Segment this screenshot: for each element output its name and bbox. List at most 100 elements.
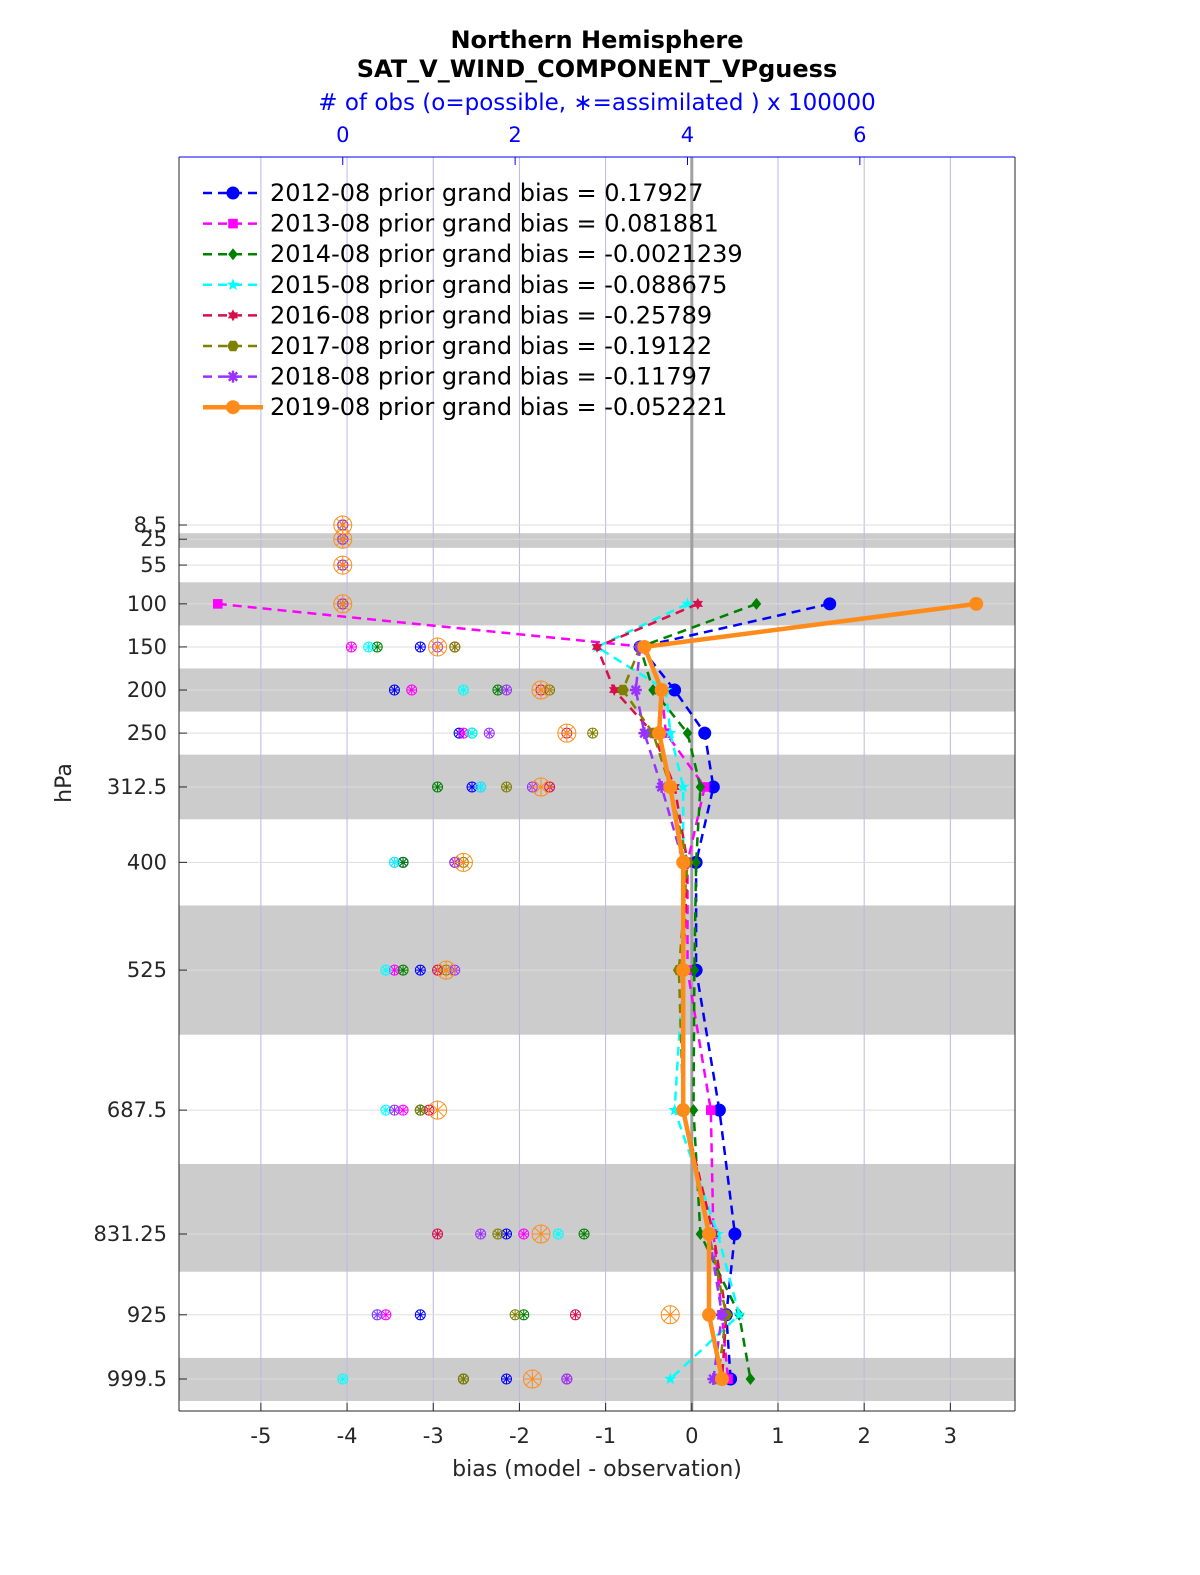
- data-point-2019-08: [676, 855, 691, 870]
- obs-assimilated-marker: [553, 1229, 564, 1240]
- obs-assimilated-marker: [406, 685, 417, 696]
- data-point-2019-08: [702, 1227, 717, 1242]
- obs-assimilated-marker: [437, 961, 456, 980]
- y-tick-label: 687.5: [107, 1098, 167, 1122]
- y-tick-label: 250: [127, 721, 167, 745]
- data-point-2015-08: [676, 780, 690, 793]
- obs-assimilated-marker: [449, 641, 460, 652]
- data-point-2019-08: [702, 1307, 717, 1322]
- legend-marker-2014-08: [228, 248, 238, 261]
- data-point-2014-08: [689, 964, 700, 977]
- legend-marker-2017-08: [227, 340, 239, 352]
- obs-assimilated-marker: [484, 728, 495, 739]
- data-point-2015-08: [668, 1103, 681, 1116]
- x-tick-label: -2: [509, 1424, 530, 1448]
- data-point-2018-08: [655, 780, 668, 793]
- x-tick-label: 3: [944, 1424, 957, 1448]
- data-point-2017-08: [616, 684, 629, 696]
- data-point-2013-08: [705, 1105, 716, 1115]
- legend-marker-2012-08: [226, 186, 240, 200]
- obs-assimilated-marker: [428, 637, 447, 656]
- legend-label-2019-08: 2019-08 prior grand bias = -0.052221: [270, 393, 727, 421]
- data-point-2016-08: [609, 684, 620, 696]
- obs-assimilated-marker: [523, 1370, 542, 1388]
- obs-assimilated-marker: [372, 641, 383, 652]
- legend-label-2012-08: 2012-08 prior grand bias = 0.17927: [270, 179, 703, 207]
- obs-assimilated-marker: [389, 1105, 400, 1116]
- x-axis-label: bias (model - observation): [452, 1457, 742, 1482]
- legend-label-2016-08: 2016-08 prior grand bias = -0.25789: [270, 301, 712, 329]
- data-point-2018-08: [629, 684, 642, 697]
- y-axis-label: hPa: [52, 763, 77, 803]
- obs-assimilated-marker: [432, 781, 443, 792]
- data-point-2015-08: [681, 597, 694, 610]
- data-point-2014-08: [751, 597, 762, 610]
- obs-assimilated-marker: [458, 728, 469, 739]
- legend-marker-2019-08: [226, 400, 240, 415]
- obs-assimilated-marker: [531, 1225, 550, 1244]
- y-tick-label: 150: [127, 635, 167, 659]
- top-tick-label: 0: [336, 123, 349, 147]
- obs-assimilated-marker: [380, 1309, 391, 1320]
- y-tick-label: 8.5: [134, 513, 167, 537]
- data-point-2019-08: [652, 726, 667, 741]
- data-point-2012-08: [668, 683, 682, 697]
- obs-assimilated-marker: [333, 594, 352, 613]
- legend-marker-2018-08: [227, 370, 239, 383]
- shaded-band: [179, 1163, 1015, 1272]
- data-point-2019-08: [654, 683, 669, 698]
- data-point-2019-08: [676, 963, 691, 978]
- top-tick-label: 6: [853, 123, 866, 147]
- obs-assimilated-marker: [531, 681, 550, 700]
- obs-assimilated-marker: [372, 1309, 383, 1320]
- x-tick-label: 1: [771, 1424, 784, 1448]
- obs-assimilated-marker: [579, 1229, 590, 1240]
- legend-marker-2016-08: [227, 309, 239, 322]
- legend-label-2017-08: 2017-08 prior grand bias = -0.19122: [270, 332, 712, 360]
- x-tick-label: -4: [337, 1424, 358, 1448]
- data-point-2019-08: [714, 1372, 729, 1386]
- obs-assimilated-marker: [428, 1101, 447, 1120]
- y-tick-label: 400: [127, 850, 167, 874]
- y-tick-label: 999.5: [107, 1367, 167, 1391]
- top-tick-label: 2: [508, 123, 521, 147]
- legend: 2012-08 prior grand bias = 0.17927 2013-0…: [203, 179, 743, 421]
- chart-title: Northern Hemisphere: [450, 26, 743, 54]
- obs-markers-2019-08: [333, 515, 680, 1389]
- data-point-2015-08: [664, 726, 677, 739]
- y-tick-label: 100: [127, 592, 167, 616]
- obs-assimilated-marker: [432, 1229, 443, 1240]
- data-point-2014-08: [682, 727, 693, 740]
- obs-assimilated-marker: [587, 728, 598, 739]
- data-point-2012-08: [698, 726, 712, 740]
- obs-assimilated-marker: [467, 781, 478, 792]
- obs-assimilated-marker: [389, 857, 400, 868]
- y-tick-label: 312.5: [107, 775, 167, 799]
- obs-assimilated-marker: [467, 728, 478, 739]
- obs-assimilated-marker: [518, 1309, 529, 1320]
- series-2019-08: [637, 596, 984, 1386]
- data-point-2014-08: [688, 1104, 699, 1117]
- data-point-2013-08: [212, 599, 223, 609]
- y-tick-label: 25: [140, 527, 167, 551]
- obs-assimilated-marker: [458, 685, 469, 696]
- obs-assimilated-marker: [389, 685, 400, 696]
- obs-assimilated-marker: [475, 1229, 486, 1240]
- x-tick-label: -3: [423, 1424, 444, 1448]
- y-tick-label: 831.25: [94, 1222, 167, 1246]
- shaded-band: [179, 533, 1015, 548]
- x-tick-label: -5: [250, 1424, 271, 1448]
- data-point-2019-08: [637, 639, 652, 654]
- data-point-2016-08: [692, 597, 703, 610]
- obs-assimilated-marker: [398, 857, 409, 868]
- y-tick-label: 200: [127, 678, 167, 702]
- obs-assimilated-marker: [492, 1229, 503, 1240]
- obs-assimilated-marker: [333, 530, 352, 549]
- y-tick-label: 925: [127, 1303, 167, 1327]
- chart-subtitle: SAT_V_WIND_COMPONENT_VPguess: [357, 55, 837, 83]
- obs-assimilated-marker: [333, 556, 352, 575]
- top-tick-label: 4: [681, 123, 694, 147]
- data-point-2019-08: [676, 1103, 691, 1118]
- data-point-2015-08: [664, 1372, 677, 1385]
